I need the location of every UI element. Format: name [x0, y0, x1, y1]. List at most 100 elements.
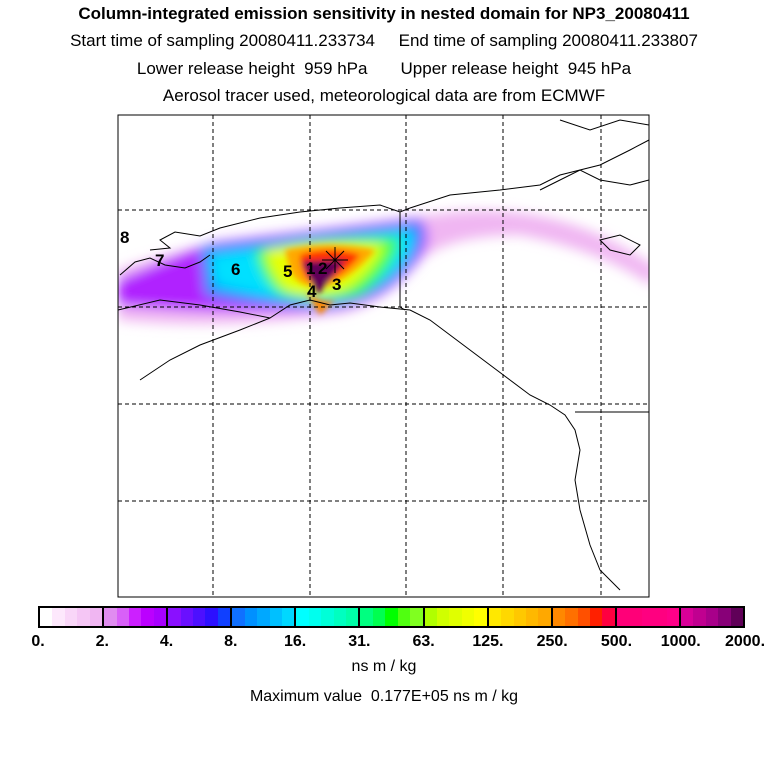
tracer-info: Aerosol tracer used, meteorological data…	[162, 86, 606, 105]
colorbar-segment	[360, 608, 425, 626]
colorbar-tick-label: 63.	[412, 633, 435, 650]
colorbar-shade	[602, 608, 615, 626]
colorbar-tick-label: 2000.	[724, 633, 766, 650]
colorbar-segment	[424, 608, 489, 626]
colorbar-shade	[257, 608, 270, 626]
star-icon	[322, 247, 348, 273]
colorbar-shade	[680, 608, 694, 626]
coastlines	[118, 119, 649, 591]
colorbar-shade	[128, 608, 142, 626]
colorbar-shade	[513, 608, 526, 626]
colorbar-segment	[168, 608, 233, 626]
colorbar-shade	[397, 608, 411, 626]
colorbar-shade	[281, 608, 295, 626]
colorbar-shade	[244, 608, 258, 626]
colorbar-segment	[680, 608, 744, 626]
colorbar-shade	[77, 608, 90, 626]
colorbar-segment	[40, 608, 105, 626]
colorbar-units: ns m / kg	[351, 658, 417, 675]
colorbar-shade	[104, 608, 117, 626]
colorbar-shade	[436, 608, 450, 626]
colorbar-tick-label: 1000.	[660, 633, 701, 650]
colorbar-shade	[385, 608, 398, 626]
plot-title: Column-integrated emission sensitivity i…	[78, 4, 690, 23]
colorbar-shade	[180, 608, 194, 626]
colorbar-shade	[641, 608, 655, 626]
colorbar-shade	[153, 608, 167, 626]
colorbar-shade	[205, 608, 218, 626]
colorbar-shade	[424, 608, 437, 626]
cluster-label-2: 2	[318, 259, 327, 278]
colorbar	[38, 606, 745, 628]
colorbar-tick-label: 0.	[31, 633, 45, 650]
colorbar-shade	[372, 608, 386, 626]
colorbar-tick-label: 250.	[536, 633, 568, 650]
maximum-value: Maximum value 0.177E+05 ns m / kg	[249, 688, 519, 705]
colorbar-shade	[217, 608, 231, 626]
colorbar-tick-label: 16.	[283, 633, 307, 650]
colorbar-shade	[360, 608, 373, 626]
cluster-label-8: 8	[120, 228, 129, 247]
colorbar-segment	[232, 608, 297, 626]
colorbar-shade	[538, 608, 551, 626]
colorbar-shade	[89, 608, 103, 626]
colorbar-tick-label: 8.	[224, 633, 238, 650]
colorbar-tick-label: 4.	[159, 633, 174, 650]
colorbar-shade	[705, 608, 719, 626]
colorbar-shade	[488, 608, 502, 626]
colorbar-shade	[321, 608, 334, 626]
colorbar-shade	[718, 608, 731, 626]
colorbar-shade	[461, 608, 475, 626]
colorbar-shade	[654, 608, 667, 626]
colorbar-tick-label: 500.	[600, 633, 633, 650]
colorbar-shade	[577, 608, 591, 626]
colorbar-shade	[296, 608, 309, 626]
cluster-label-6: 6	[231, 260, 240, 279]
colorbar-shade	[449, 608, 462, 626]
colorbar-shade	[52, 608, 65, 626]
colorbar-segment	[296, 608, 361, 626]
colorbar-shade	[193, 608, 206, 626]
colorbar-shade	[501, 608, 514, 626]
colorbar-tick-label: 125.	[472, 633, 504, 650]
cluster-label-4: 4	[307, 282, 317, 301]
colorbar-shade	[40, 608, 53, 626]
colorbar-shade	[730, 608, 744, 626]
cluster-label-1: 1	[306, 259, 315, 278]
colorbar-shade	[64, 608, 78, 626]
sampling-time: Start time of sampling 20080411.233734 E…	[70, 31, 698, 50]
colorbar-shade	[693, 608, 706, 626]
colorbar-shade	[590, 608, 603, 626]
cluster-label-7: 7	[155, 251, 164, 270]
colorbar-shade	[116, 608, 129, 626]
colorbar-tick-label: 2.	[95, 633, 109, 650]
colorbar-shade	[666, 608, 679, 626]
colorbar-shade	[565, 608, 578, 626]
colorbar-segment	[616, 608, 681, 626]
colorbar-shade	[410, 608, 423, 626]
graticule	[118, 115, 649, 597]
colorbar-shade	[141, 608, 154, 626]
colorbar-shade	[552, 608, 566, 626]
colorbar-segment	[488, 608, 553, 626]
colorbar-shade	[525, 608, 539, 626]
cluster-label-3: 3	[332, 275, 341, 294]
colorbar-shade	[333, 608, 347, 626]
colorbar-shade	[232, 608, 245, 626]
plume	[118, 210, 649, 325]
cluster-label-5: 5	[283, 262, 292, 281]
map-frame	[117, 114, 650, 598]
colorbar-shade	[269, 608, 282, 626]
colorbar-shade	[629, 608, 642, 626]
colorbar-shade	[474, 608, 487, 626]
release-height: Lower release height 959 hPa Upper relea…	[136, 59, 632, 78]
colorbar-shade	[308, 608, 322, 626]
colorbar-segment	[104, 608, 169, 626]
colorbar-shade	[346, 608, 359, 626]
colorbar-tick-label: 31.	[348, 633, 371, 650]
colorbar-segment	[552, 608, 617, 626]
colorbar-shade	[616, 608, 630, 626]
colorbar-shade	[168, 608, 181, 626]
